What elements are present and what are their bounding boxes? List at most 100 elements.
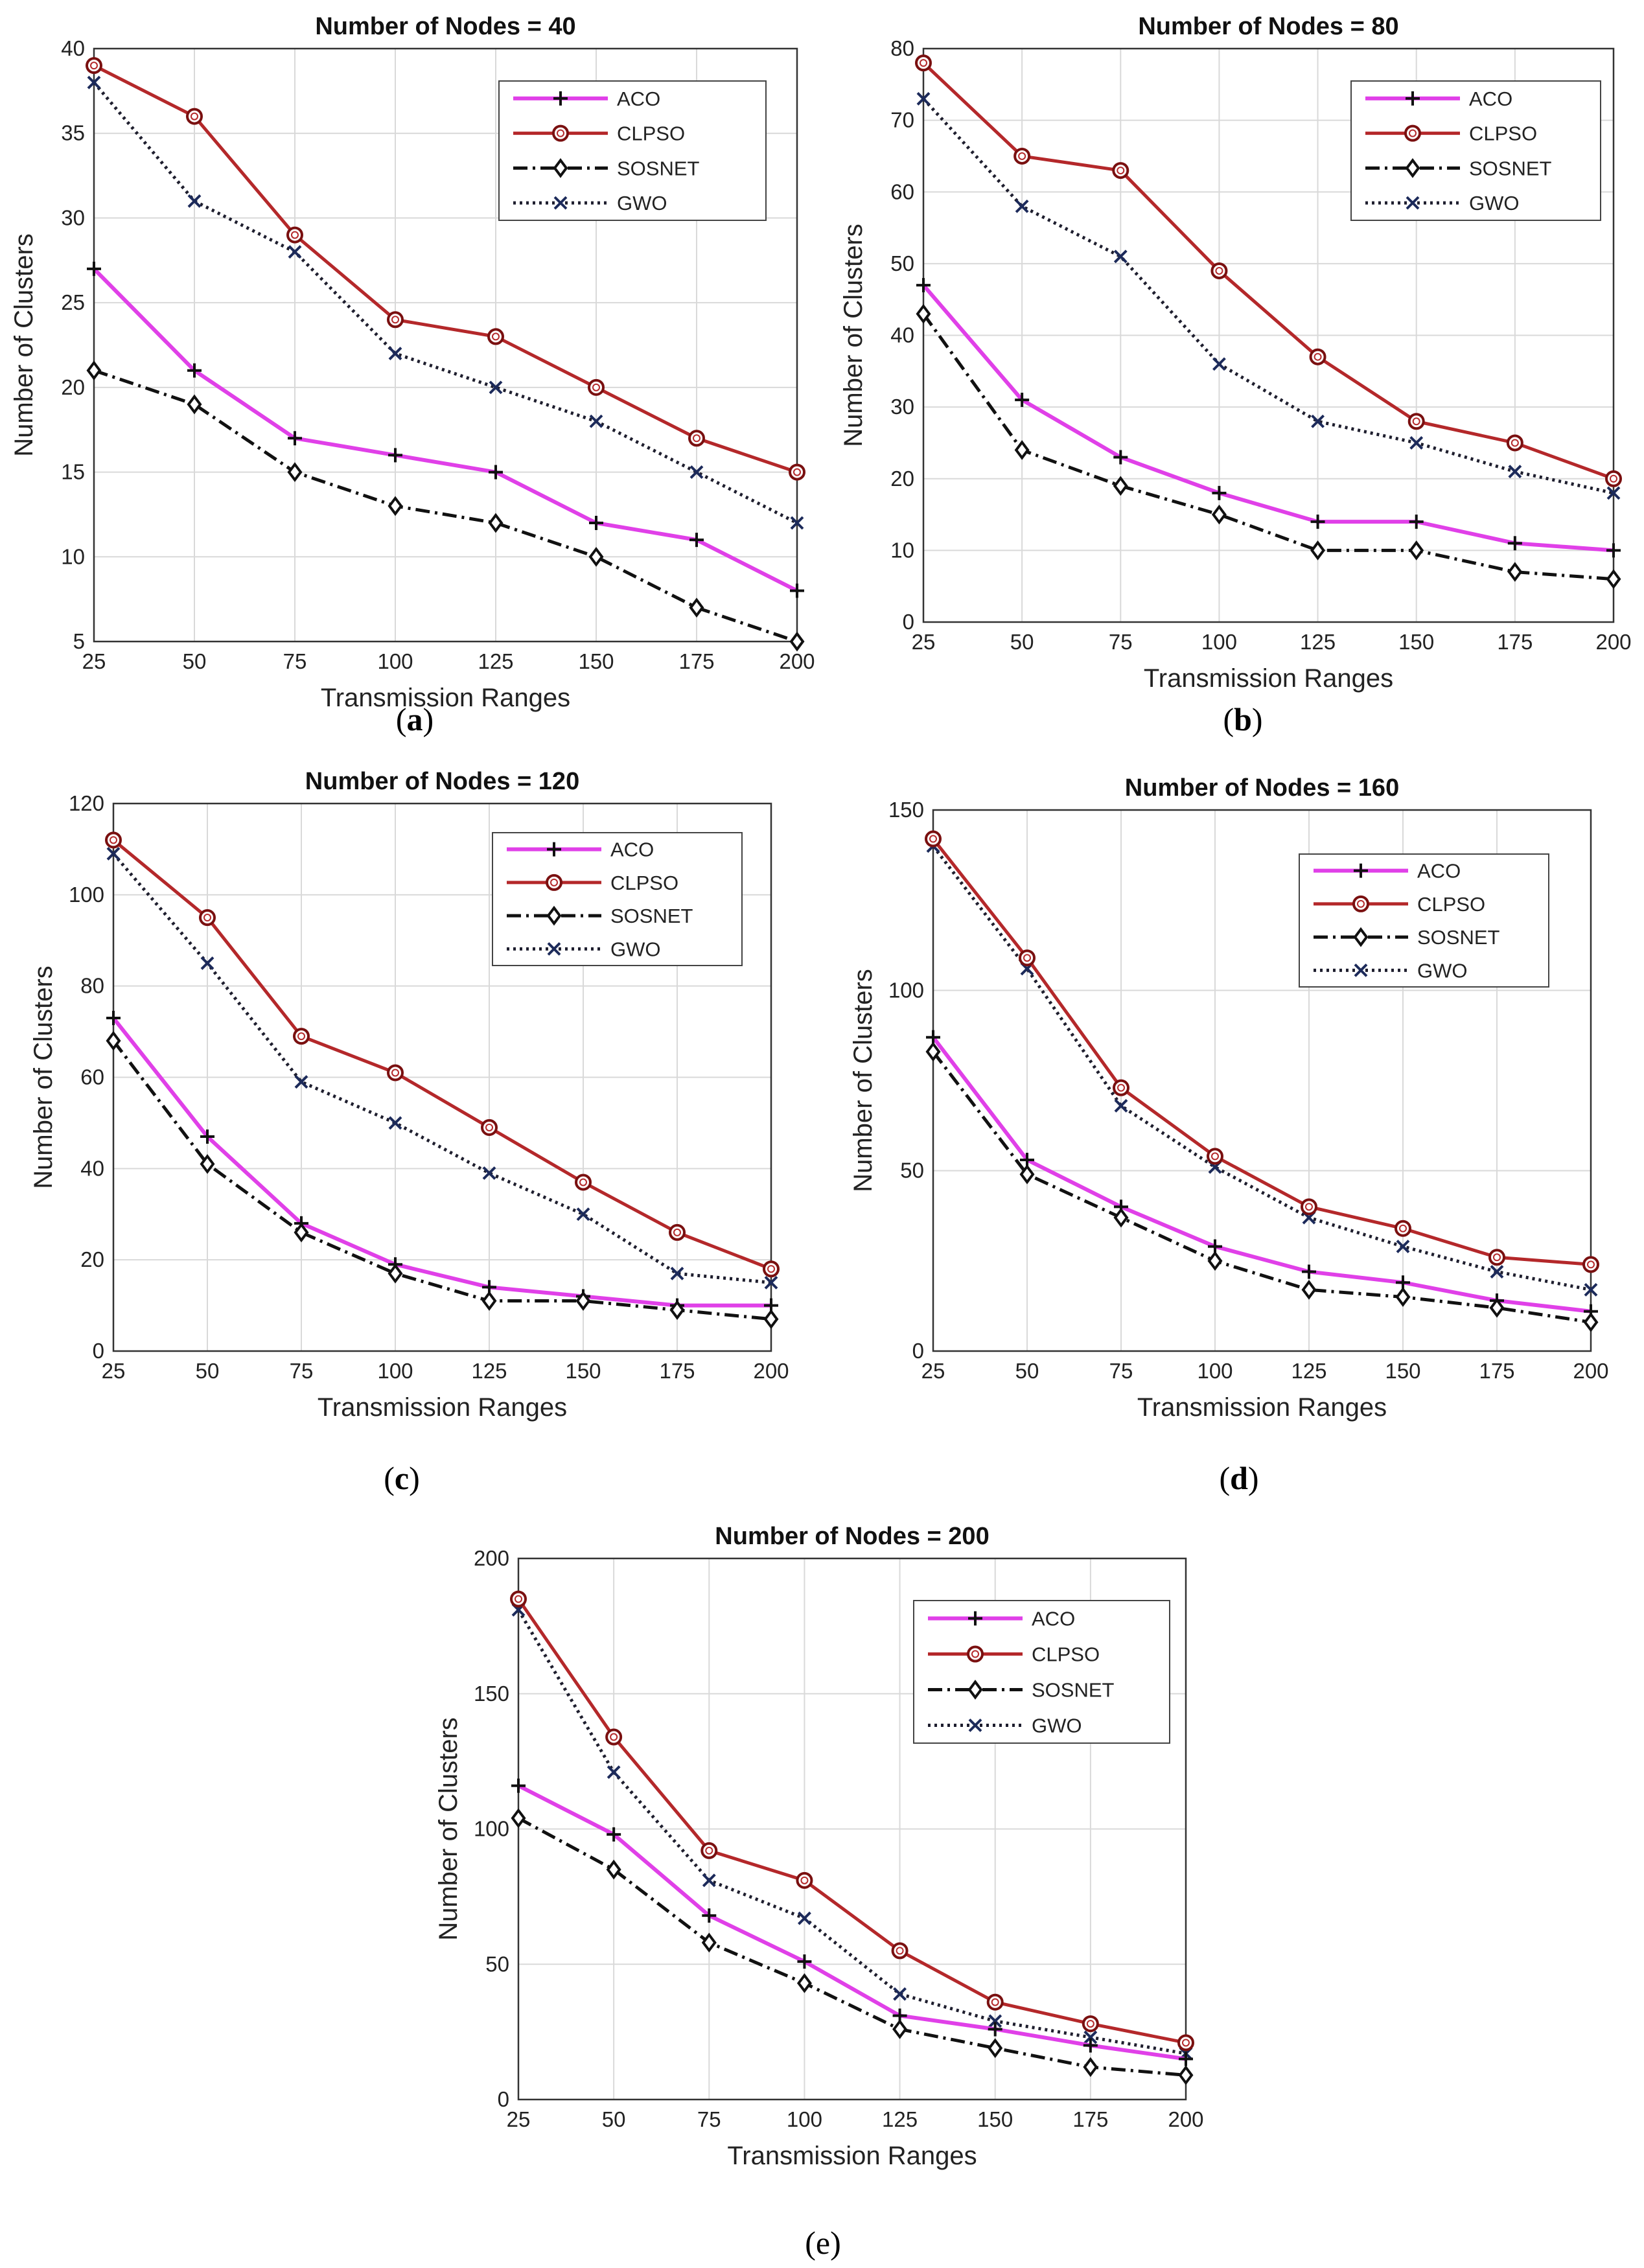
y-axis-label: Number of Clusters (434, 1717, 463, 1941)
point-sosnet (916, 303, 931, 324)
axes-box (93, 47, 798, 643)
legend-label-clpso: CLPSO (1417, 893, 1485, 916)
point-clpso (293, 1028, 310, 1045)
x-tick-label: 125 (478, 649, 513, 673)
point-clpso (510, 1590, 527, 1608)
point-sosnet (588, 546, 604, 567)
point-clpso (481, 1118, 498, 1136)
x-axis-label: Transmission Ranges (727, 2142, 977, 2170)
axes-box (922, 47, 1615, 623)
series-sosnet (925, 1041, 1599, 1332)
legend-label-clpso: CLPSO (1469, 122, 1537, 145)
point-clpso (605, 1728, 623, 1746)
point-clpso (487, 328, 504, 345)
point-sosnet (1606, 569, 1621, 589)
x-axis-label: Transmission Ranges (318, 1393, 567, 1422)
point-clpso (588, 378, 605, 396)
point-sosnet (1113, 476, 1128, 496)
legend-label-sosnet: SOSNET (1469, 157, 1552, 179)
y-tick-label: 40 (80, 1156, 104, 1180)
legend-marker-clpso (546, 874, 562, 891)
legend-box (492, 832, 743, 966)
x-tick-label: 150 (565, 1359, 601, 1383)
point-gwo (702, 1873, 716, 1888)
point-gwo (589, 414, 603, 428)
series-sosnet (916, 303, 1621, 589)
point-sosnet (669, 1300, 685, 1320)
legend-label-gwo: GWO (1032, 1715, 1082, 1737)
chart-title: Number of Nodes = 200 (715, 1523, 989, 1550)
point-aco (1212, 485, 1227, 500)
axes-box (517, 1557, 1187, 2101)
series-gwo (916, 92, 1621, 500)
legend-label-clpso: CLPSO (617, 122, 685, 145)
y-tick-label: 0 (93, 1339, 104, 1363)
legend-label-clpso: CLPSO (1032, 1643, 1100, 1666)
point-clpso (891, 1942, 909, 1960)
point-gwo (1508, 465, 1522, 479)
x-tick-label: 125 (1300, 630, 1336, 654)
caption-c: (c) (384, 1460, 420, 1496)
point-clpso (105, 831, 122, 849)
point-clpso (186, 108, 203, 125)
y-tick-label: 40 (61, 36, 85, 60)
legend-label-sosnet: SOSNET (1417, 926, 1500, 949)
x-tick-label: 50 (1015, 1359, 1039, 1383)
point-clpso (575, 1174, 592, 1191)
series-line-clpso (932, 837, 1592, 1266)
y-tick-label: 20 (61, 375, 85, 399)
series-gwo (511, 1603, 1193, 2061)
point-sosnet (106, 1030, 121, 1051)
point-clpso (925, 830, 942, 848)
point-sosnet (1207, 1251, 1223, 1271)
y-tick-label: 10 (61, 544, 85, 568)
point-clpso (1309, 348, 1326, 365)
point-gwo (1212, 357, 1226, 371)
point-aco (916, 278, 931, 293)
legend-marker-aco (1354, 863, 1368, 878)
y-tick-label: 80 (890, 36, 914, 60)
series-line-sosnet (517, 1816, 1187, 2077)
point-gwo (790, 516, 804, 530)
series-line-gwo (932, 845, 1592, 1291)
point-sosnet (1395, 1287, 1411, 1307)
legend-marker-aco (553, 91, 568, 106)
y-tick-label: 0 (912, 1339, 924, 1363)
point-aco (589, 516, 603, 530)
x-tick-label: 25 (507, 2107, 531, 2131)
y-tick-label: 50 (900, 1159, 924, 1183)
series-aco (87, 261, 804, 598)
point-gwo (1114, 1099, 1128, 1113)
point-sosnet (187, 394, 202, 415)
point-gwo (576, 1207, 590, 1221)
series-gwo (87, 75, 804, 530)
series-clpso (105, 831, 780, 1278)
point-sosnet (925, 1041, 941, 1062)
y-tick-label: 20 (890, 467, 914, 491)
legend-label-clpso: CLPSO (610, 872, 678, 894)
point-aco (1409, 515, 1424, 529)
legend-marker-gwo (968, 1718, 982, 1732)
point-sosnet (481, 1291, 497, 1311)
point-sosnet (988, 2038, 1003, 2059)
caption-a: (a) (396, 701, 434, 737)
point-clpso (1013, 147, 1031, 165)
x-tick-label: 75 (283, 649, 307, 673)
series-line-aco (111, 1017, 771, 1308)
point-aco (87, 261, 101, 276)
point-aco (790, 583, 804, 598)
point-gwo (388, 347, 402, 360)
point-clpso (387, 311, 404, 329)
point-sosnet (294, 1222, 309, 1243)
point-gwo (482, 1166, 496, 1180)
legend-marker-aco (1406, 91, 1420, 106)
point-clpso (796, 1871, 813, 1889)
point-clpso (387, 1064, 404, 1082)
series-line-gwo (112, 852, 772, 1284)
y-tick-label: 60 (890, 179, 914, 203)
legend-box (498, 80, 767, 221)
series-aco (916, 278, 1621, 558)
x-tick-label: 175 (659, 1359, 695, 1383)
point-clpso (763, 1260, 780, 1278)
